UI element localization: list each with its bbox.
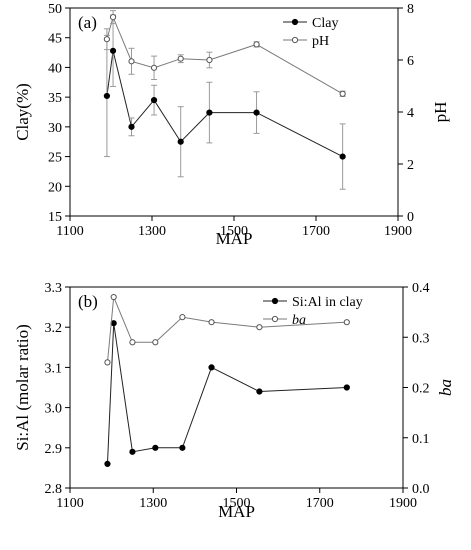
series-line-ph [106, 15, 343, 95]
x-axis-label: MAP [218, 502, 255, 521]
x-tick-label: 1300 [139, 496, 167, 511]
series-line-clay [106, 50, 343, 158]
data-point [152, 444, 159, 451]
y-tick-label: 30 [48, 121, 62, 136]
data-point [152, 339, 159, 346]
x-axis-label: MAP [216, 229, 253, 248]
y2-tick-label: 0.4 [412, 281, 430, 296]
legend-label: Si:Al in clay [292, 295, 363, 310]
y-tick-label: 20 [48, 180, 62, 195]
data-point [208, 364, 215, 371]
data-point [339, 90, 346, 97]
data-point [110, 320, 117, 327]
data-point [104, 359, 111, 366]
y2-tick-label: 6 [407, 54, 414, 69]
data-point [206, 56, 213, 64]
data-point [109, 47, 117, 54]
y2-tick-label: 4 [407, 106, 414, 121]
y2-axis-label: ba [436, 379, 455, 396]
legend-marker [291, 36, 299, 44]
y2-tick-label: 0.1 [412, 432, 430, 447]
data-point [253, 109, 260, 116]
y-tick-label: 15 [48, 210, 62, 225]
panel-label: (b) [78, 292, 98, 311]
y2-tick-label: 0.0 [412, 482, 430, 497]
legend-label: ba [292, 313, 306, 328]
data-point [256, 388, 263, 395]
y2-axis-label: pH [431, 102, 450, 123]
x-tick-label: 1900 [389, 496, 417, 511]
y-tick-label: 40 [48, 61, 62, 76]
data-point [103, 36, 111, 43]
y-tick-label: 25 [48, 151, 62, 166]
y2-tick-label: 0.2 [412, 382, 430, 397]
data-point [109, 14, 117, 21]
x-tick-label: 1500 [223, 496, 251, 511]
x-tick-label: 1700 [302, 224, 330, 239]
y-tick-label: 2.9 [45, 442, 63, 457]
data-point [206, 109, 213, 116]
y-tick-label: 3.2 [45, 321, 63, 336]
y-axis-label: Clay(%) [13, 83, 32, 141]
y-tick-label: 3.3 [45, 281, 63, 296]
panel-label: (a) [78, 13, 97, 32]
data-point [253, 41, 260, 48]
data-point [128, 58, 135, 65]
x-tick-label: 1100 [56, 224, 83, 239]
plot-frame-1 [69, 286, 404, 489]
data-point [129, 339, 136, 346]
legend-marker [271, 315, 279, 323]
data-point [343, 384, 350, 391]
data-point [256, 324, 263, 331]
data-point [150, 64, 158, 71]
y-tick-label: 3.1 [45, 361, 63, 376]
y2-tick-label: 0 [407, 210, 414, 225]
legend-label: Clay [312, 16, 338, 31]
y2-tick-label: 2 [407, 158, 414, 173]
y-tick-label: 3.0 [45, 402, 63, 417]
legend-label: pH [312, 34, 329, 49]
data-point [208, 319, 215, 326]
x-tick-label: 1500 [220, 224, 248, 239]
data-point [339, 153, 346, 160]
data-point [179, 444, 186, 451]
y-tick-label: 2.8 [45, 482, 63, 497]
data-point [128, 123, 135, 130]
data-point [110, 293, 117, 301]
data-point [129, 448, 136, 455]
series-line-si-al-in-clay [106, 323, 347, 464]
y2-tick-label: 0.3 [412, 331, 430, 346]
y-tick-label: 35 [48, 91, 62, 106]
data-point [177, 55, 184, 62]
data-point [104, 460, 111, 467]
y-tick-label: 45 [48, 32, 62, 47]
series-line-ba [106, 296, 347, 363]
legend-marker [271, 297, 279, 305]
legend-marker [291, 18, 299, 26]
plot-frame-0 [69, 7, 399, 217]
x-tick-label: 1900 [384, 224, 412, 239]
y2-tick-label: 8 [407, 2, 414, 17]
data-point [150, 97, 158, 104]
data-point [343, 319, 350, 326]
data-point [179, 314, 186, 321]
x-tick-label: 1700 [306, 496, 334, 511]
x-tick-label: 1300 [138, 224, 166, 239]
y-axis-label: Si:Al (molar ratio) [13, 324, 32, 451]
data-point [177, 138, 184, 145]
x-tick-label: 1100 [56, 496, 83, 511]
y-tick-label: 50 [48, 2, 62, 17]
data-point [103, 92, 111, 100]
